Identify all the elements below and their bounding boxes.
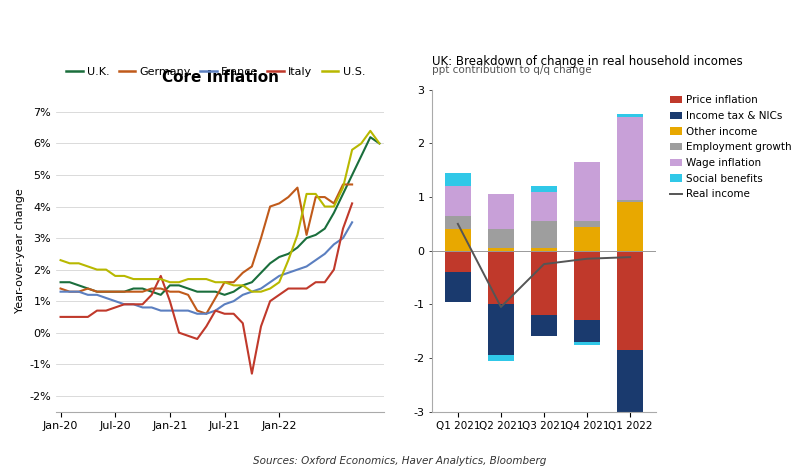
Bar: [618, 114, 643, 117]
Y-axis label: Year-over-year change: Year-over-year change: [15, 188, 26, 313]
Bar: [618, 117, 643, 200]
Bar: [574, 320, 600, 342]
Text: UK: Breakdown of change in real household incomes: UK: Breakdown of change in real househol…: [432, 55, 742, 68]
Text: Sources: Oxford Economics, Haver Analytics, Bloomberg: Sources: Oxford Economics, Haver Analyti…: [254, 455, 546, 465]
Bar: [531, 221, 557, 248]
Title: Core Inflation: Core Inflation: [162, 70, 278, 85]
Bar: [445, 216, 470, 229]
Bar: [574, 251, 600, 320]
Bar: [531, 192, 557, 221]
Bar: [531, 186, 557, 192]
Bar: [488, 251, 514, 304]
Bar: [488, 304, 514, 355]
Bar: [574, 227, 600, 251]
Bar: [488, 194, 514, 229]
Legend: U.K., Germany, France, Italy, U.S.: U.K., Germany, France, Italy, U.S.: [62, 62, 370, 81]
Bar: [445, 251, 470, 272]
Bar: [574, 162, 600, 221]
Legend: Price inflation, Income tax & NICs, Other income, Employment growth, Wage inflat: Price inflation, Income tax & NICs, Othe…: [670, 95, 791, 200]
Bar: [531, 251, 557, 315]
Bar: [574, 342, 600, 344]
Bar: [618, 202, 643, 251]
Bar: [531, 248, 557, 251]
Bar: [531, 315, 557, 336]
Text: ppt contribution to q/q change: ppt contribution to q/q change: [432, 65, 592, 75]
Bar: [618, 251, 643, 350]
Bar: [445, 272, 470, 302]
Bar: [445, 173, 470, 186]
Bar: [488, 248, 514, 251]
Bar: [574, 221, 600, 227]
Bar: [488, 229, 514, 248]
Bar: [488, 355, 514, 360]
Bar: [618, 350, 643, 473]
Bar: [445, 229, 470, 251]
Bar: [445, 186, 470, 216]
Bar: [618, 200, 643, 202]
